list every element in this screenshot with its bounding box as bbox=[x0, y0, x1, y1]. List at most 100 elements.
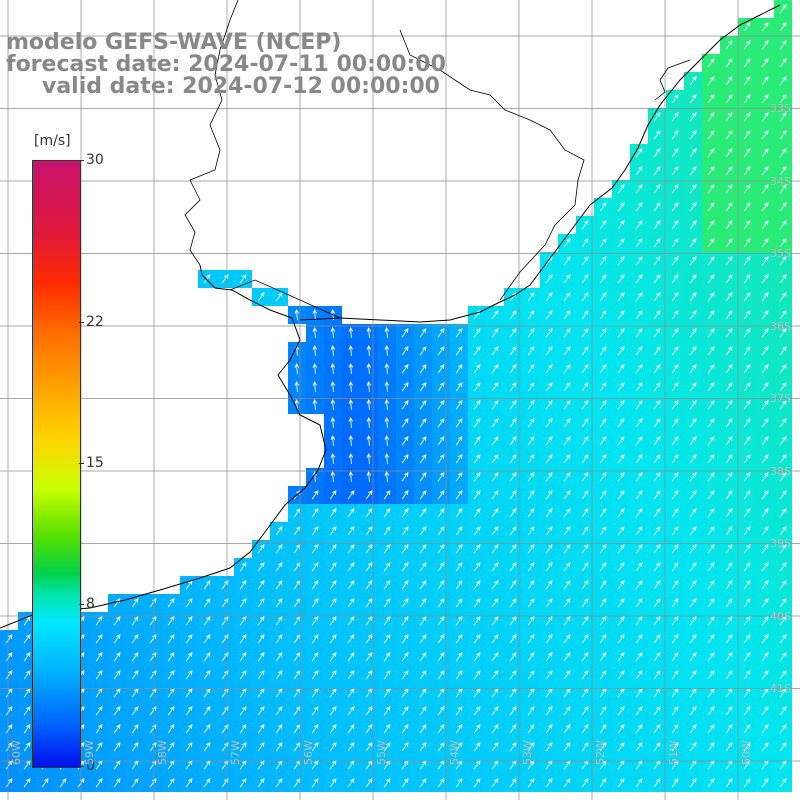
wind-arrow bbox=[419, 724, 427, 734]
wind-arrow bbox=[599, 688, 607, 698]
wind-arrow bbox=[113, 616, 121, 626]
wind-arrow bbox=[707, 616, 715, 626]
wind-arrow bbox=[743, 544, 751, 554]
wind-arrow bbox=[491, 364, 499, 374]
wind-arrow bbox=[725, 544, 733, 554]
wind-arrow bbox=[401, 742, 409, 752]
wind-arrow bbox=[275, 724, 283, 734]
wind-arrow bbox=[707, 562, 715, 572]
colorbar-tick-mark bbox=[79, 321, 84, 323]
wind-arrow bbox=[725, 40, 733, 50]
wind-arrow bbox=[275, 526, 283, 536]
wind-arrow bbox=[779, 238, 787, 248]
wind-arrow bbox=[581, 688, 589, 698]
wind-arrow bbox=[149, 706, 157, 716]
wind-arrow bbox=[401, 418, 409, 428]
wind-arrow bbox=[599, 382, 607, 392]
wind-arrow bbox=[437, 634, 445, 644]
wind-arrow bbox=[437, 742, 445, 752]
wind-arrow bbox=[635, 436, 643, 446]
wind-arrow bbox=[635, 598, 643, 608]
wind-arrow bbox=[149, 634, 157, 644]
wind-arrow bbox=[401, 598, 409, 608]
wind-arrow bbox=[5, 688, 13, 698]
wind-arrow bbox=[707, 544, 715, 554]
wind-arrow bbox=[95, 706, 103, 716]
wind-arrow bbox=[455, 706, 463, 716]
wind-arrow bbox=[743, 706, 751, 716]
wind-arrow bbox=[653, 328, 661, 338]
wind-arrow bbox=[419, 778, 427, 788]
wind-arrow bbox=[689, 472, 697, 482]
wind-arrow bbox=[275, 580, 283, 590]
longitude-label: 50W bbox=[740, 740, 753, 765]
wind-arrow bbox=[581, 598, 589, 608]
wind-arrow bbox=[581, 256, 589, 266]
wind-arrow bbox=[383, 580, 391, 590]
wind-arrow bbox=[599, 598, 607, 608]
wind-arrow bbox=[581, 778, 589, 788]
wind-arrow bbox=[527, 346, 535, 356]
wind-arrow bbox=[527, 598, 535, 608]
wind-arrow bbox=[455, 328, 463, 338]
wind-arrow bbox=[779, 166, 787, 176]
wind-arrow bbox=[707, 364, 715, 374]
wind-arrow bbox=[563, 670, 571, 680]
wind-arrow bbox=[5, 724, 13, 734]
wind-arrow bbox=[437, 706, 445, 716]
wind-arrow bbox=[761, 292, 769, 302]
wind-arrow bbox=[527, 778, 535, 788]
wind-arrow bbox=[509, 454, 517, 464]
wind-arrow bbox=[581, 292, 589, 302]
wind-arrow bbox=[707, 742, 715, 752]
wind-arrow bbox=[599, 454, 607, 464]
wind-arrow bbox=[779, 184, 787, 194]
colorbar-tick-mark bbox=[79, 604, 84, 606]
wind-arrow bbox=[653, 778, 661, 788]
wind-arrow bbox=[599, 544, 607, 554]
wind-arrow bbox=[779, 274, 787, 284]
wind-arrow bbox=[527, 310, 535, 320]
wind-arrow bbox=[743, 742, 751, 752]
wind-arrow bbox=[257, 724, 265, 734]
wind-arrow bbox=[635, 472, 643, 482]
wind-arrow bbox=[725, 634, 733, 644]
wind-arrow bbox=[635, 580, 643, 590]
wind-arrow bbox=[761, 184, 769, 194]
wind-arrow bbox=[527, 670, 535, 680]
wind-arrow bbox=[383, 490, 391, 500]
wind-arrow bbox=[509, 562, 517, 572]
wind-arrow bbox=[149, 778, 157, 788]
wind-arrow bbox=[167, 688, 175, 698]
wind-arrow bbox=[347, 508, 355, 518]
wind-arrow bbox=[473, 490, 481, 500]
wind-arrow bbox=[671, 364, 679, 374]
wind-arrow bbox=[437, 472, 445, 482]
wind-arrow bbox=[545, 778, 553, 788]
wind-arrow bbox=[743, 130, 751, 140]
wind-arrow bbox=[329, 580, 337, 590]
wind-arrow bbox=[581, 346, 589, 356]
wind-arrow bbox=[545, 400, 553, 410]
wind-arrow bbox=[275, 742, 283, 752]
wind-arrow bbox=[527, 418, 535, 428]
wind-arrow bbox=[743, 382, 751, 392]
wind-arrow bbox=[635, 382, 643, 392]
wind-arrow bbox=[185, 652, 193, 662]
wind-arrow bbox=[761, 562, 769, 572]
wind-arrow bbox=[401, 328, 409, 338]
wind-arrow bbox=[330, 435, 336, 447]
wind-arrow bbox=[149, 688, 157, 698]
wind-arrow bbox=[599, 652, 607, 662]
wind-arrow bbox=[203, 652, 211, 662]
wind-arrow bbox=[707, 94, 715, 104]
wind-arrow bbox=[330, 453, 336, 465]
wind-arrow bbox=[725, 778, 733, 788]
wind-arrow bbox=[707, 400, 715, 410]
wind-arrow bbox=[365, 688, 373, 698]
wind-arrow bbox=[545, 346, 553, 356]
wind-arrow bbox=[671, 382, 679, 392]
wind-arrow bbox=[545, 292, 553, 302]
wind-arrow bbox=[384, 435, 390, 447]
